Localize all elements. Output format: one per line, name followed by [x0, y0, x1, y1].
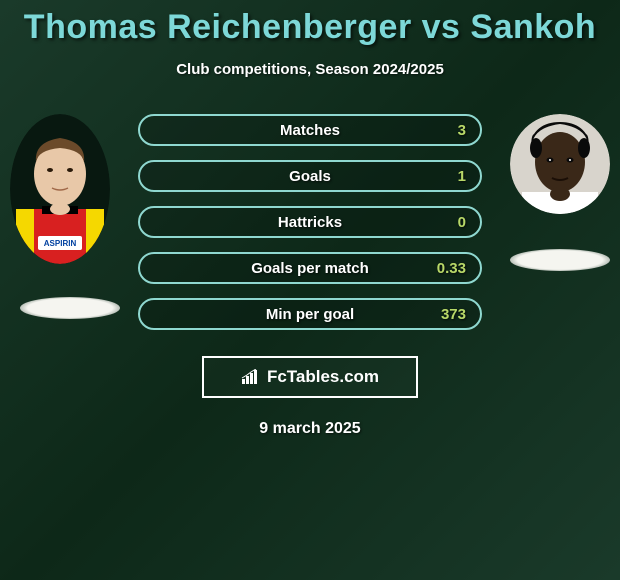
stat-value: 373 — [441, 306, 466, 323]
brand-badge[interactable]: FcTables.com — [202, 356, 418, 398]
bar-chart-icon — [241, 369, 261, 385]
player-right-avatar — [510, 114, 610, 214]
stat-row-goals: Goals 1 — [138, 160, 482, 192]
stat-label: Hattricks — [278, 214, 342, 231]
stat-label: Goals per match — [251, 260, 369, 277]
player-left-avatar: ASPIRIN — [10, 114, 110, 264]
stat-label: Matches — [280, 122, 340, 139]
brand-text: FcTables.com — [267, 367, 379, 387]
stat-row-matches: Matches 3 — [138, 114, 482, 146]
jersey-sponsor-text: ASPIRIN — [44, 239, 77, 248]
subtitle: Club competitions, Season 2024/2025 — [0, 61, 620, 78]
comparison-panel: ASPIRIN — [0, 114, 620, 344]
stat-row-min-per-goal: Min per goal 373 — [138, 298, 482, 330]
stat-label: Min per goal — [266, 306, 354, 323]
page-title: Thomas Reichenberger vs Sankoh — [0, 0, 620, 47]
player-right-shadow — [510, 249, 610, 271]
stat-value: 3 — [458, 122, 466, 139]
stat-value: 0.33 — [437, 260, 466, 277]
stat-row-goals-per-match: Goals per match 0.33 — [138, 252, 482, 284]
stat-label: Goals — [289, 168, 331, 185]
stats-list: Matches 3 Goals 1 Hattricks 0 Goals per … — [138, 114, 482, 344]
stat-value: 0 — [458, 214, 466, 231]
player-left-shadow — [20, 297, 120, 319]
stat-value: 1 — [458, 168, 466, 185]
stat-row-hattricks: Hattricks 0 — [138, 206, 482, 238]
date-text: 9 march 2025 — [0, 420, 620, 438]
